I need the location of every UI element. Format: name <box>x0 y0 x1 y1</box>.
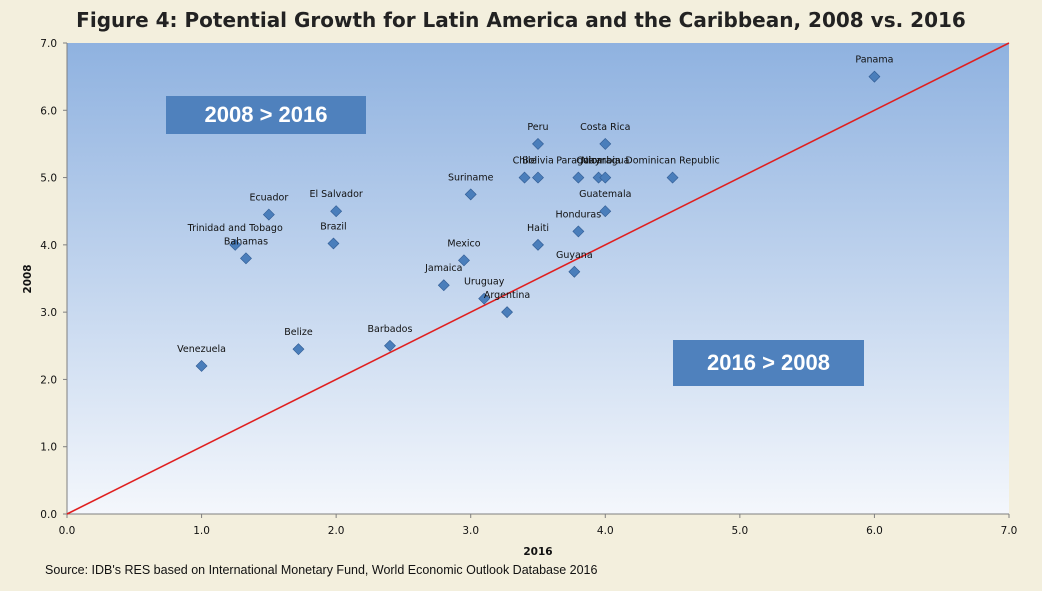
point-label-jamaica: Jamaica <box>424 263 462 274</box>
y-tick-label: 6.0 <box>40 105 57 117</box>
x-tick-label: 3.0 <box>462 525 479 537</box>
x-tick-label: 7.0 <box>1001 525 1018 537</box>
x-tick-label: 2.0 <box>328 525 345 537</box>
point-peru <box>532 138 544 150</box>
point-label-trinidad-and-tobago: Trinidad and Tobago <box>187 223 283 234</box>
point-jamaica <box>437 279 450 292</box>
point-belize <box>292 343 305 356</box>
point-barbados <box>384 339 396 352</box>
point-guyana <box>568 265 581 278</box>
y-tick-label: 4.0 <box>40 240 57 252</box>
point-label-belize: Belize <box>284 327 313 338</box>
point-guatemala <box>599 205 612 218</box>
point-label-el-salvador: El Salvador <box>309 189 362 200</box>
point-dominican-republic <box>666 171 679 184</box>
point-label-ecuador: Ecuador <box>249 193 288 204</box>
point-label-bahamas: Bahamas <box>224 236 268 247</box>
point-brazil <box>327 237 340 250</box>
x-tick-label: 4.0 <box>597 525 614 537</box>
chart-title: Figure 4: Potential Growth for Latin Ame… <box>76 8 966 32</box>
point-label-bolivia: Bolivia <box>522 156 554 167</box>
x-tick-label: 0.0 <box>59 525 76 537</box>
point-chile <box>518 171 531 184</box>
point-label-guatemala: Guatemala <box>579 189 631 200</box>
point-label-mexico: Mexico <box>447 238 480 249</box>
point-label-peru: Peru <box>527 122 548 133</box>
reference-line <box>66 42 1010 515</box>
point-label-suriname: Suriname <box>448 172 494 183</box>
x-tick-label: 6.0 <box>866 525 883 537</box>
y-axis-title: 2008 <box>22 264 34 293</box>
point-label-venezuela: Venezuela <box>177 344 226 355</box>
point-bolivia <box>532 171 544 184</box>
point-label-barbados: Barbados <box>368 324 413 335</box>
point-label-paraguay: Paraguay <box>556 156 601 167</box>
axes: 0.0 1.0 2.0 3.0 4.0 5.0 6.0 7.0 0.0 1.0 2.0 3.0 4.0 5… <box>40 38 1017 537</box>
point-label-panama: Panama <box>855 55 893 66</box>
point-label-chile: Chile <box>513 156 537 167</box>
point-label-haiti: Haiti <box>527 223 549 234</box>
point-ecuador <box>262 208 275 221</box>
point-label-guyana: Guyana <box>556 250 593 261</box>
annotation-2016-greater: 2016 > 2008 <box>673 340 864 386</box>
y-tick-label: 3.0 <box>40 307 57 319</box>
x-tick-label: 5.0 <box>732 525 749 537</box>
point-el-salvador <box>330 205 343 218</box>
point-haiti <box>532 238 544 251</box>
point-label-honduras: Honduras <box>556 209 602 220</box>
y-tick-label: 5.0 <box>40 173 57 185</box>
point-label-dominican-republic: Dominican Republic <box>625 156 719 167</box>
point-label-brazil: Brazil <box>320 222 347 233</box>
point-trinidad-and-tobago <box>229 238 242 251</box>
point-label-argentina: Argentina <box>484 290 530 301</box>
point-argentina <box>501 306 513 319</box>
y-tick-label: 0.0 <box>40 509 57 521</box>
point-costa-rica <box>599 138 612 150</box>
point-label-uruguay: Uruguay <box>464 277 505 288</box>
annotation-2008-greater: 2008 > 2016 <box>166 96 366 134</box>
point-uruguay <box>478 292 491 305</box>
point-label-costa-rica: Costa Rica <box>580 122 630 133</box>
point-panama <box>868 70 881 83</box>
point-nicaragua <box>599 171 612 184</box>
y-tick-label: 1.0 <box>40 442 57 454</box>
point-paraguay <box>572 171 585 184</box>
point-venezuela <box>195 360 208 372</box>
point-bahamas <box>240 252 252 265</box>
point-label-nicaragua: Nicaragua <box>581 156 629 167</box>
y-tick-label: 7.0 <box>40 38 57 50</box>
x-axis-title: 2016 <box>523 546 552 558</box>
point-suriname <box>464 188 477 201</box>
point-label-colombia: Colombia <box>576 156 621 167</box>
y-tick-label: 2.0 <box>40 374 57 386</box>
point-honduras <box>572 225 585 238</box>
x-tick-label: 1.0 <box>193 525 210 537</box>
point-mexico <box>458 254 470 267</box>
source-note: Source: IDB's RES based on International… <box>45 563 598 577</box>
